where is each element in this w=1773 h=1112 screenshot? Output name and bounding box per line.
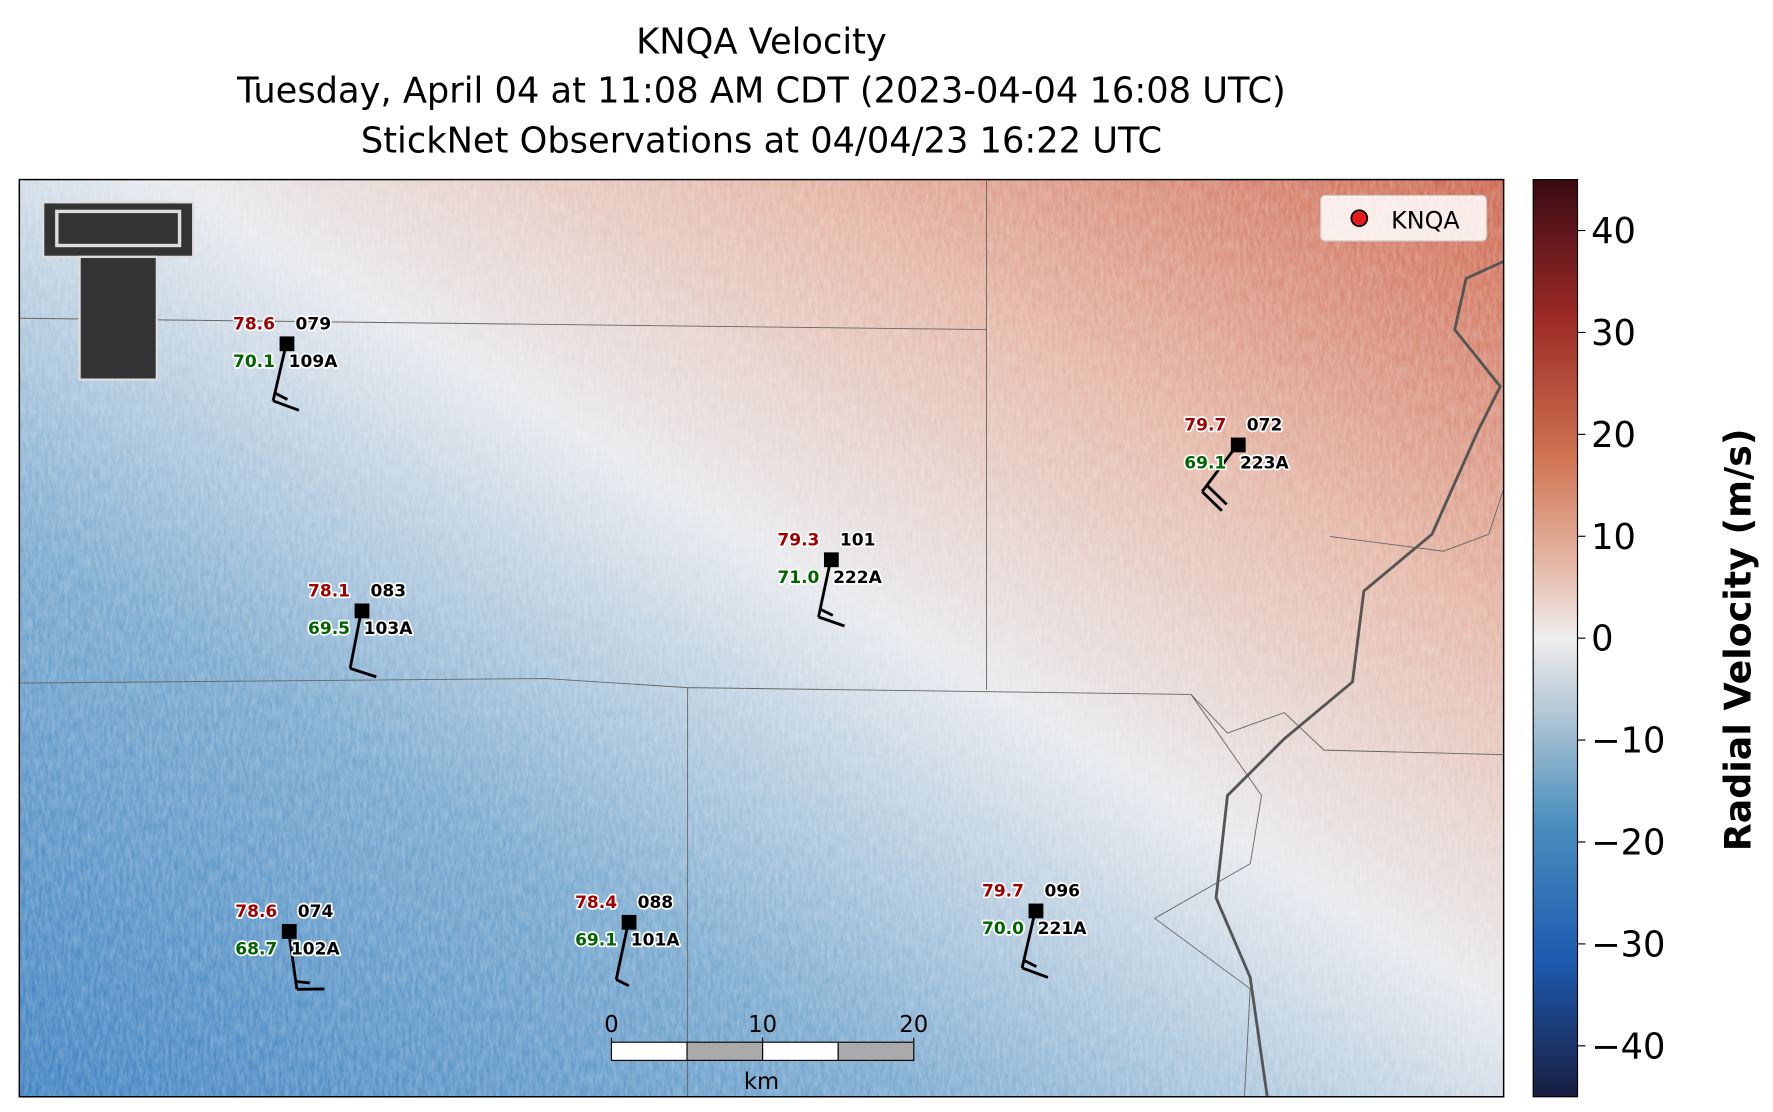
scale-tick-label: 20 [899,1012,928,1038]
colorbar-tick-label: −20 [1591,822,1665,863]
station-id: 221A [1038,919,1088,939]
dewpoint: 69.5 [308,619,350,639]
station-number: 072 [1247,416,1283,436]
temperature: 79.7 [982,882,1024,902]
station-marker [281,924,297,939]
title-line: Tuesday, April 04 at 11:08 AM CDT (2023-… [236,70,1286,111]
colorbar [1532,179,1579,1098]
barb [295,980,310,985]
station-id: 101A [631,931,681,951]
scale-tick-label: 0 [604,1012,618,1038]
title-line: StickNet Observations at 04/04/23 16:22 … [361,120,1162,161]
temperature: 78.6 [233,315,275,335]
barb [819,607,834,617]
station-number: 088 [638,893,674,913]
station-number: 074 [298,902,334,922]
barb [349,666,377,679]
barb [1201,490,1223,512]
colorbar-tick-label: 20 [1591,415,1636,456]
barb [274,391,289,401]
temperature: 78.4 [575,893,617,913]
dewpoint: 71.0 [777,568,819,588]
station-id: 222A [833,568,883,588]
wind-barbs [272,391,300,412]
station-marker [823,552,839,568]
barb [615,978,630,987]
wind-staff [271,342,288,402]
temperature: 78.6 [235,902,277,922]
barb [1021,966,1049,979]
temperature: 79.7 [1184,416,1226,436]
colorbar-tick-label: 30 [1591,313,1636,354]
colorbar-tick-label: −30 [1591,924,1665,965]
scale-segment [762,1041,839,1061]
station-id: 103A [364,619,414,639]
dewpoint: 70.1 [233,352,275,372]
station-id: 102A [291,940,341,960]
colorbar-tick-label: 0 [1591,619,1613,660]
dewpoint: 68.7 [235,940,277,960]
legend-label: KNQA [1391,206,1460,234]
wind-staff [287,930,299,990]
station-id: 109A [289,352,339,372]
station-number: 083 [371,582,407,602]
dewpoint: 69.1 [1184,453,1226,473]
scale-unit: km [744,1069,779,1095]
wind-staff [1020,910,1037,969]
temperature: 79.3 [777,531,819,551]
barb [1205,484,1228,506]
legend-marker [1350,209,1369,228]
station-number: 079 [295,315,331,335]
temperature: 78.1 [308,582,350,602]
scale-tick-label: 10 [748,1012,777,1038]
wind-barbs [349,666,377,679]
colorbar-tick-label: 40 [1591,211,1636,252]
colorbar-tick-label: −10 [1591,721,1665,762]
dewpoint: 70.0 [982,919,1024,939]
colorbar-label: Radial Velocity (m/s) [1716,429,1759,852]
wind-barbs [295,980,325,991]
station-marker [1028,903,1044,919]
wind-staff [348,610,363,669]
scale-segment [686,1041,764,1061]
station-marker [621,914,637,930]
station-marker [279,336,295,352]
station-number: 101 [840,531,876,551]
colorbar-tick-label: −40 [1591,1026,1665,1067]
barb [1023,958,1038,968]
colorbar-tick-label: 10 [1591,517,1636,558]
scale-segment [610,1041,688,1061]
map-frame [18,178,1505,1098]
station-marker [1230,437,1246,453]
station-marker [354,603,370,619]
wind-staff [817,558,833,618]
radar-field [19,179,1504,1097]
title-line: KNQA Velocity [636,21,887,62]
wind-barbs [615,978,630,987]
barb [818,615,845,628]
wind-barbs [1201,484,1228,512]
dewpoint: 69.1 [575,931,617,951]
station-id: 223A [1240,453,1290,473]
barb [272,399,300,412]
wind-barbs [818,607,845,628]
wind-barbs [1021,958,1049,979]
wind-staff [614,921,630,980]
scale-segment [837,1041,915,1061]
station-number: 096 [1044,882,1080,902]
logo [42,201,195,381]
legend-box [1320,194,1488,242]
